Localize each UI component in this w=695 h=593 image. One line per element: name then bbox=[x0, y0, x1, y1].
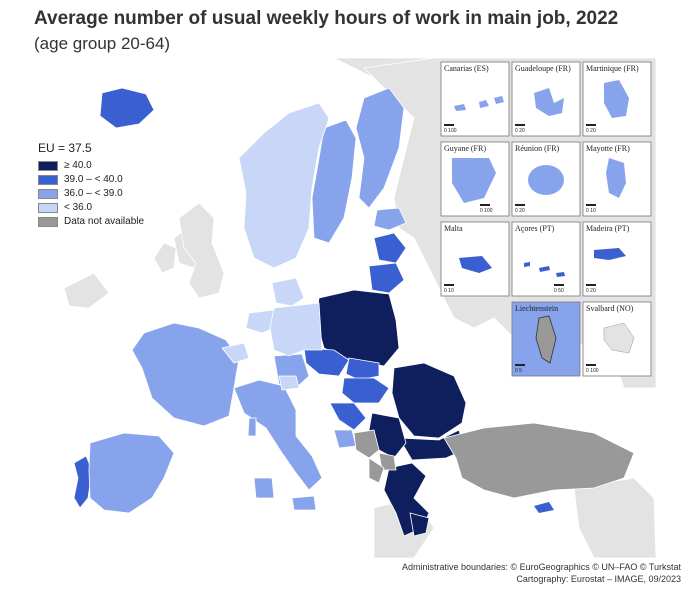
legend-swatch bbox=[38, 202, 58, 213]
legend-label: ≥ 40.0 bbox=[64, 160, 92, 171]
inset-label-liechtenstein: Liechtenstein bbox=[515, 304, 558, 313]
legend-swatch bbox=[38, 216, 58, 227]
legend-label: < 36.0 bbox=[64, 202, 93, 213]
inset-scale-malta: 0 10 bbox=[444, 288, 454, 294]
corsica bbox=[247, 417, 257, 437]
inset-label-canarias: Canarias (ES) bbox=[444, 64, 489, 73]
inset-scale-acores: 0 50 bbox=[554, 288, 564, 294]
credits-boundaries: Administrative boundaries: © EuroGeograp… bbox=[401, 562, 681, 572]
sweden bbox=[311, 119, 357, 244]
albania bbox=[368, 457, 385, 484]
france bbox=[131, 322, 240, 427]
cyprus bbox=[534, 502, 554, 513]
spain bbox=[88, 432, 175, 514]
inset-acores: Açores (PT) 0 50 bbox=[511, 221, 581, 297]
legend-label: Data not available bbox=[64, 216, 145, 227]
inset-guadeloupe: Guadeloupe (FR) 0 20 bbox=[511, 61, 581, 137]
norway bbox=[238, 102, 330, 269]
inset-scale-martinique: 0 20 bbox=[586, 128, 596, 134]
inset-label-malta: Malta bbox=[444, 224, 463, 233]
map-legend: EU = 37.5 ≥ 40.0 39.0 – < 40.0 36.0 – < … bbox=[38, 141, 144, 229]
inset-label-madeira: Madeira (PT) bbox=[586, 224, 630, 233]
inset-label-martinique: Martinique (FR) bbox=[586, 64, 639, 73]
legend-row: < 36.0 bbox=[38, 201, 144, 214]
inset-reunion: Réunion (FR) 0 20 bbox=[511, 141, 581, 217]
map-subtitle: (age group 20-64) bbox=[34, 34, 171, 53]
north-macedonia bbox=[378, 452, 397, 471]
inset-liechtenstein: Liechtenstein 0 5 bbox=[511, 301, 581, 377]
inset-label-mayotte: Mayotte (FR) bbox=[586, 144, 630, 153]
inset-scale-guadeloupe: 0 20 bbox=[515, 128, 525, 134]
inset-svalbard: Svalbard (NO) 0 100 bbox=[582, 301, 652, 377]
class-ge-40 bbox=[315, 289, 467, 537]
legend-row: ≥ 40.0 bbox=[38, 159, 144, 172]
lithuania bbox=[368, 262, 405, 294]
legend-row: 39.0 – < 40.0 bbox=[38, 173, 144, 186]
inset-label-reunion: Réunion (FR) bbox=[515, 144, 560, 153]
latvia bbox=[373, 232, 407, 264]
inset-scale-canarias: 0 100 bbox=[444, 128, 457, 134]
legend-label: 36.0 – < 39.0 bbox=[64, 188, 123, 199]
europe-map: Canarias (ES) 0 100 Guadeloupe (FR) 0 20… bbox=[34, 58, 656, 558]
inset-scale-svalbard: 0 100 bbox=[586, 368, 599, 374]
legend-swatch bbox=[38, 174, 58, 185]
croatia bbox=[329, 402, 367, 431]
iceland bbox=[99, 87, 155, 129]
legend-row: 36.0 – < 39.0 bbox=[38, 187, 144, 200]
legend-row: Data not available bbox=[38, 215, 144, 228]
inset-mayotte: Mayotte (FR) 0 10 bbox=[582, 141, 652, 217]
inset-scale-guyane: 0 100 bbox=[480, 208, 493, 214]
denmark bbox=[271, 277, 305, 307]
credits-cartography: Cartography: Eurostat – IMAGE, 09/2023 bbox=[516, 574, 681, 584]
sicily bbox=[291, 495, 317, 511]
portugal bbox=[73, 455, 93, 509]
inset-scale-mayotte: 0 10 bbox=[586, 208, 596, 214]
class-na bbox=[353, 422, 635, 499]
legend-heading: EU = 37.5 bbox=[38, 141, 92, 155]
switzerland bbox=[278, 375, 300, 391]
map-title: Average number of usual weekly hours of … bbox=[34, 8, 619, 29]
map-credits: Administrative boundaries: © EuroGeograp… bbox=[402, 561, 681, 585]
inset-label-acores: Açores (PT) bbox=[515, 224, 555, 233]
class-lt-36 bbox=[221, 102, 330, 391]
legend-label: 39.0 – < 40.0 bbox=[64, 174, 123, 185]
inset-martinique: Martinique (FR) 0 20 bbox=[582, 61, 652, 137]
finland bbox=[355, 87, 405, 209]
turkey bbox=[443, 422, 635, 499]
germany bbox=[269, 302, 323, 357]
inset-label-svalbard: Svalbard (NO) bbox=[586, 304, 634, 313]
estonia bbox=[373, 207, 407, 231]
inset-scale-reunion: 0 20 bbox=[515, 208, 525, 214]
inset-label-guyane: Guyane (FR) bbox=[444, 144, 486, 153]
bosnia bbox=[353, 429, 380, 459]
insets: Canarias (ES) 0 100 Guadeloupe (FR) 0 20… bbox=[440, 61, 652, 377]
inset-scale-madeira: 0 20 bbox=[586, 288, 596, 294]
inset-malta: Malta 0 10 bbox=[440, 221, 510, 297]
czechia bbox=[303, 347, 350, 377]
sardinia bbox=[253, 477, 275, 499]
class-39-40 bbox=[73, 87, 407, 509]
legend-swatch bbox=[38, 188, 58, 199]
inset-madeira: Madeira (PT) 0 20 bbox=[582, 221, 652, 297]
inset-scale-liechtenstein: 0 5 bbox=[515, 368, 522, 374]
luxembourg-area bbox=[221, 342, 250, 364]
inset-canarias: Canarias (ES) 0 100 bbox=[440, 61, 510, 137]
inset-guyane: Guyane (FR) 0 100 bbox=[440, 141, 510, 217]
hungary bbox=[341, 377, 390, 404]
inset-label-guadeloupe: Guadeloupe (FR) bbox=[515, 64, 571, 73]
romania bbox=[391, 362, 467, 439]
legend-swatch bbox=[38, 160, 58, 171]
